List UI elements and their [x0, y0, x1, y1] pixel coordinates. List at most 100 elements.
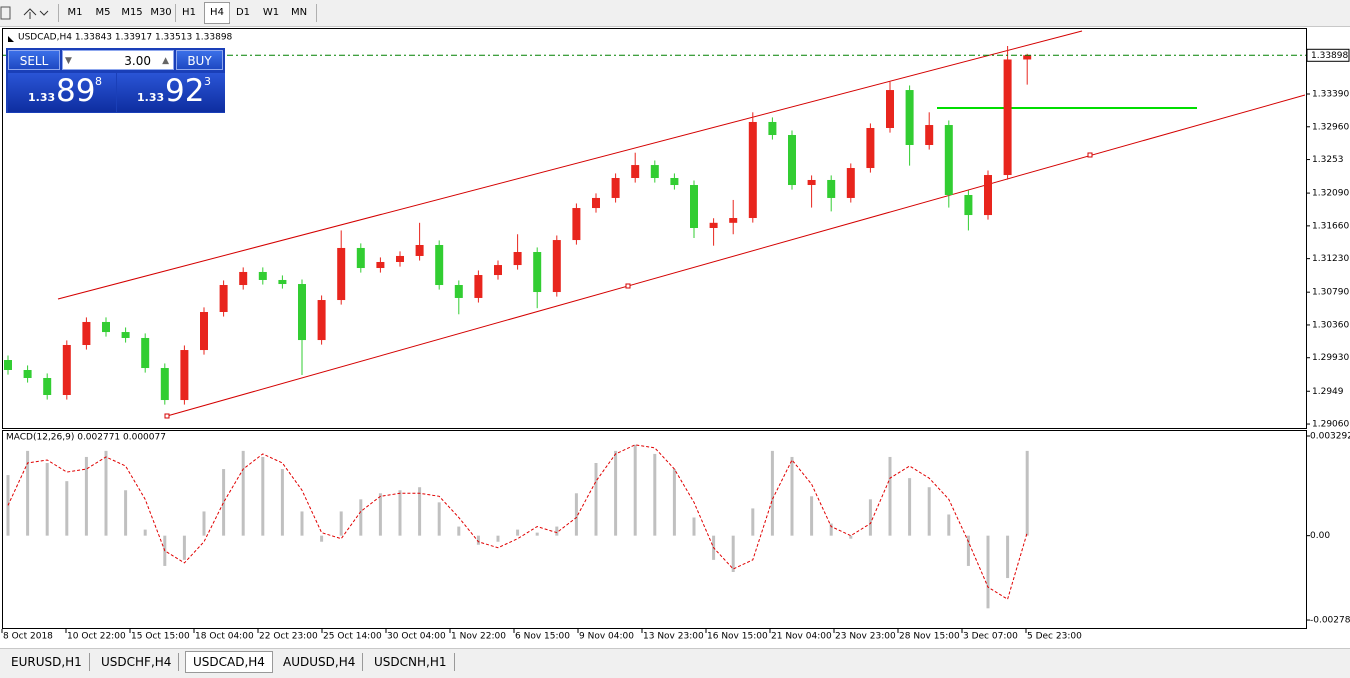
bid-quote[interactable]: 1.33 89 8	[8, 73, 116, 112]
increase[interactable]: ▲	[162, 56, 169, 66]
macd-bar	[653, 453, 657, 536]
ask-quote[interactable]: 1.33 92 3	[117, 73, 225, 112]
candle-body	[650, 165, 659, 178]
candle-body	[356, 247, 365, 269]
timeframe-button[interactable]: M30	[150, 7, 172, 18]
sell-button[interactable]: SELL	[8, 50, 60, 70]
candle-body	[4, 360, 12, 370]
macd-bar	[908, 478, 912, 536]
candle-body	[533, 252, 542, 293]
macd-bar	[300, 511, 304, 536]
macd-bar	[398, 490, 402, 536]
channel-anchor	[164, 413, 170, 419]
timeframe-button[interactable]: H1	[182, 7, 196, 18]
y-tick-label: 1.3253	[1312, 155, 1344, 165]
volume-value: 3.00	[124, 54, 151, 68]
candle-body	[925, 125, 934, 145]
candle-body	[807, 179, 816, 186]
macd-bar	[829, 523, 833, 536]
macd-bar	[810, 496, 814, 536]
candle-body	[1023, 55, 1032, 60]
macd-bar	[516, 529, 520, 536]
y-tick-label: 0.003292	[1310, 431, 1350, 441]
x-tick-label: 10 Oct 22:00	[67, 632, 126, 642]
buy-button[interactable]: BUY	[176, 50, 223, 70]
chart-tab[interactable]: USDCNH,H1	[367, 653, 455, 671]
macd-bar	[182, 535, 186, 560]
macd-bar	[143, 529, 147, 536]
dropdown[interactable]	[39, 10, 49, 16]
timeframe-button[interactable]: W1	[262, 7, 280, 18]
chart-tab[interactable]: EURUSD,H1	[4, 653, 90, 671]
macd-bar	[535, 532, 539, 536]
candle-body	[846, 168, 855, 198]
candle-body	[278, 279, 287, 285]
timeframe-button[interactable]: M5	[95, 7, 111, 18]
x-tick-label: 9 Nov 04:00	[579, 632, 634, 642]
icon[interactable]	[23, 8, 37, 19]
candle-body	[572, 208, 581, 241]
macd-bar	[104, 450, 108, 536]
macd-bar	[261, 456, 265, 536]
x-tick-label: 16 Nov 15:00	[707, 632, 768, 642]
macd-bar	[378, 493, 382, 536]
timeframe-button[interactable]: MN	[290, 7, 308, 18]
chart-tab[interactable]: AUDUSD,H4	[276, 653, 364, 671]
x-tick-label: 13 Nov 23:00	[643, 632, 704, 642]
candle-body	[435, 244, 444, 286]
chart-tab[interactable]: USDCAD,H4	[185, 651, 273, 673]
bid-prefix: 1.33	[28, 91, 56, 104]
candle-body	[964, 194, 973, 216]
volume-input[interactable]: ▼ 3.00 ▲	[62, 50, 174, 70]
decrease[interactable]: ▼	[65, 56, 72, 66]
macd-bar	[359, 499, 363, 536]
chart-tabs: EURUSD,H1 USDCHF,H4 USDCAD,H4 AUDUSD,H4 USDC…	[0, 648, 1350, 678]
candle-body	[239, 271, 248, 286]
macd-bar	[888, 456, 892, 536]
candle-body	[474, 275, 483, 298]
macd-bar	[6, 475, 10, 536]
candle-body	[494, 265, 502, 276]
macd-bar	[947, 514, 951, 536]
chart-tab[interactable]: USDCHF,H4	[94, 653, 180, 671]
macd-bar	[868, 499, 872, 536]
y-tick-label: 1.31230	[1312, 254, 1349, 264]
x-tick-label: 25 Oct 14:00	[323, 632, 382, 642]
macd-bar	[574, 493, 578, 536]
candle-body	[376, 261, 385, 269]
candle-body	[415, 244, 424, 256]
current-price-box	[1306, 48, 1350, 62]
macd-bar	[339, 511, 343, 536]
macd-bar	[84, 456, 88, 536]
x-tick-label: 23 Nov 23:00	[835, 632, 896, 642]
channel-lower	[166, 94, 1306, 417]
macd-bar	[496, 535, 500, 542]
macd-bar	[692, 517, 696, 536]
channel-anchor	[1087, 152, 1093, 158]
timeframe-button[interactable]: D1	[235, 7, 251, 18]
candle-body	[944, 125, 953, 195]
macd-bar	[966, 535, 970, 566]
macd-bar	[280, 469, 284, 536]
candle-body	[298, 284, 306, 341]
macd-bar	[770, 450, 774, 536]
x-tick-label: 30 Oct 04:00	[387, 632, 446, 642]
candle-body	[670, 178, 679, 186]
x-tick-label: 18 Oct 04:00	[195, 632, 254, 642]
channel-upper	[57, 30, 1083, 300]
candle-body	[905, 90, 914, 145]
candle-body	[768, 121, 777, 136]
macd-bar	[1025, 450, 1029, 536]
candle-body	[984, 175, 992, 216]
macd-pane	[2, 430, 1307, 629]
timeframe-button[interactable]: H4	[204, 2, 230, 24]
candle-body	[709, 222, 718, 228]
timeframe-button[interactable]: M1	[67, 7, 83, 18]
candle-body	[513, 252, 522, 266]
macd-bar	[672, 469, 676, 536]
candle-body	[43, 378, 52, 395]
timeframe-button[interactable]: M15	[121, 7, 143, 18]
candle-body	[611, 178, 620, 198]
macd-bar	[986, 535, 990, 609]
macd-bar	[751, 508, 755, 536]
